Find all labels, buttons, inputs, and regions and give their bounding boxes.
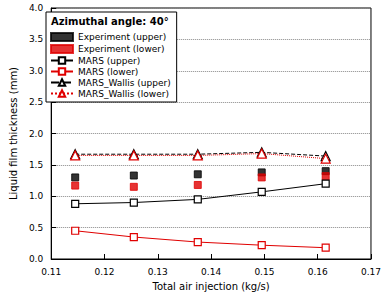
svg-text:0.0: 0.0	[29, 254, 44, 264]
svg-text:0.14: 0.14	[201, 267, 221, 277]
svg-text:0.5: 0.5	[29, 223, 43, 233]
svg-text:0.17: 0.17	[361, 267, 381, 277]
svg-text:0.13: 0.13	[148, 267, 168, 277]
svg-text:MARS_Wallis (lower): MARS_Wallis (lower)	[78, 89, 169, 99]
svg-text:4.0: 4.0	[29, 3, 44, 13]
svg-text:0.16: 0.16	[308, 267, 328, 277]
svg-text:0.12: 0.12	[94, 267, 114, 277]
svg-text:1.0: 1.0	[29, 191, 44, 201]
svg-text:Azimuthal angle: 40°: Azimuthal angle: 40°	[51, 16, 169, 27]
svg-text:Liquid film thickness (mm): Liquid film thickness (mm)	[8, 67, 19, 200]
svg-text:0.11: 0.11	[41, 267, 61, 277]
svg-text:1.5: 1.5	[29, 160, 43, 170]
svg-text:Experiment (lower): Experiment (lower)	[78, 44, 165, 54]
svg-text:3.5: 3.5	[29, 34, 43, 44]
svg-text:2.5: 2.5	[29, 97, 43, 107]
svg-text:3.0: 3.0	[29, 66, 44, 76]
svg-text:MARS (upper): MARS (upper)	[78, 56, 140, 66]
svg-text:Experiment (upper): Experiment (upper)	[78, 32, 166, 42]
svg-text:MARS_Wallis (upper): MARS_Wallis (upper)	[78, 78, 171, 88]
svg-text:2.0: 2.0	[29, 129, 44, 139]
svg-text:MARS (lower): MARS (lower)	[78, 67, 138, 77]
svg-text:0.15: 0.15	[254, 267, 274, 277]
svg-text:Total air injection (kg/s): Total air injection (kg/s)	[152, 281, 270, 292]
